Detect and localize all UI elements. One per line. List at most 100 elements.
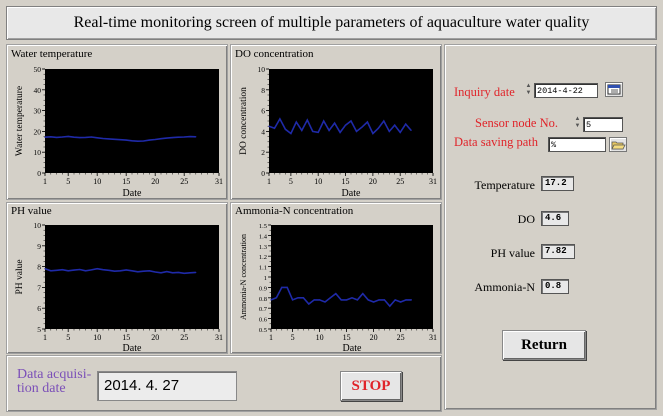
data-point [195, 271, 197, 274]
data-point [297, 297, 299, 299]
y-tick-label: 5 [37, 325, 41, 334]
x-tick-label: 15 [342, 177, 350, 186]
x-axis-label: Date [342, 188, 361, 199]
data-point [143, 140, 145, 142]
temperature-label: Temperature [474, 178, 535, 192]
ammonia-n-chart: Ammonia-N concentration 0.5 0.6 0.7 0.8 0.9 1 1… [235, 205, 437, 354]
chart-title: Ammonia-N concentration [235, 205, 354, 217]
data-point [102, 269, 104, 271]
y-axis-label: PH value [15, 259, 25, 294]
data-point [177, 271, 179, 274]
stop-button[interactable]: STOP [340, 371, 402, 401]
x-tick-label: 5 [291, 333, 295, 342]
data-point [108, 138, 110, 140]
chart-title: Water temperature [11, 48, 92, 60]
data-point [85, 270, 87, 272]
chart-panel-water-temperature: Water temperature 0 10 20 30 40 50 1 5 10 15 20 25 31… [6, 44, 228, 200]
data-point [44, 136, 46, 138]
temperature-value: 17.2 [541, 176, 574, 191]
data-point [275, 297, 277, 299]
data-point [286, 286, 288, 288]
data-point [306, 119, 308, 121]
y-axis-label: Ammonia-N concentration [239, 234, 248, 320]
data-point [367, 299, 369, 301]
y-tick-label: 1.2 [259, 254, 267, 261]
y-tick-label: 0.9 [259, 285, 267, 292]
data-point [195, 136, 197, 138]
data-point [356, 299, 358, 301]
x-tick-label: 20 [370, 333, 378, 342]
x-tick-label: 10 [93, 177, 101, 186]
x-tick-label: 1 [269, 333, 273, 342]
inquiry-date-label: Inquiry date [454, 85, 515, 99]
data-point [108, 269, 110, 271]
data-point [319, 299, 321, 301]
inquiry-date-input[interactable]: 2014-4-22 [534, 83, 598, 98]
data-point [284, 128, 286, 130]
data-point [323, 120, 325, 122]
data-point [377, 127, 379, 129]
y-tick-label: 20 [34, 127, 42, 136]
y-tick-label: 50 [34, 65, 42, 74]
return-button[interactable]: Return [502, 330, 586, 360]
data-point [302, 297, 304, 299]
inquiry-date-spinner[interactable]: ▲ ▼ [525, 83, 532, 96]
calendar-icon[interactable] [605, 82, 623, 97]
control-panel: Inquiry date ▲ ▼ 2014-4-22 Sensor node No… [444, 44, 657, 410]
x-tick-label: 25 [180, 177, 188, 186]
data-saving-path-input[interactable]: % [548, 137, 606, 152]
data-point [166, 137, 168, 139]
data-point [410, 129, 412, 131]
data-point [279, 118, 281, 120]
sensor-node-spinner[interactable]: ▲ ▼ [574, 116, 581, 129]
acquisition-date-label-line2: tion date [17, 381, 66, 396]
chart-title: DO concentration [235, 48, 314, 60]
data-point [268, 125, 270, 127]
data-point [329, 297, 331, 299]
x-tick-label: 31 [215, 333, 223, 342]
y-tick-label: 1.4 [259, 233, 268, 240]
data-point [67, 135, 69, 137]
stop-button-label: STOP [351, 377, 391, 394]
x-axis-label: Date [123, 343, 142, 354]
data-point [119, 139, 121, 141]
x-tick-label: 10 [314, 177, 322, 186]
x-tick-label: 5 [66, 177, 70, 186]
data-point [394, 299, 396, 301]
data-point [90, 136, 92, 138]
data-point [335, 293, 337, 295]
data-point [355, 130, 358, 132]
data-point [102, 137, 104, 140]
data-point [183, 272, 185, 274]
chart-panel-ammonia-n: Ammonia-N concentration 0.5 0.6 0.7 0.8 0.9 1 1… [230, 202, 442, 354]
y-tick-label: 0.8 [259, 296, 267, 303]
x-tick-label: 31 [429, 333, 437, 342]
acquisition-date-label-line1: Data acquisi- [17, 367, 92, 382]
data-point [166, 270, 168, 273]
acquisition-date-label: Data acquisi- tion date [17, 368, 91, 396]
data-point [361, 126, 363, 128]
y-tick-label: 8 [37, 263, 41, 272]
do-value: 4.6 [541, 211, 569, 226]
data-point [56, 136, 58, 139]
data-point [172, 137, 174, 139]
x-tick-label: 15 [343, 333, 351, 342]
folder-browse-icon[interactable] [609, 137, 627, 152]
x-tick-label: 1 [43, 177, 47, 186]
y-axis-label: DO concentration [239, 87, 249, 155]
data-point [373, 301, 375, 303]
data-point [143, 270, 145, 272]
data-point [85, 136, 87, 139]
data-point [183, 136, 185, 138]
data-point [273, 127, 276, 129]
y-tick-label: 9 [37, 242, 41, 251]
data-point [295, 121, 297, 123]
data-point [366, 121, 368, 123]
sensor-node-input[interactable]: 5 [583, 117, 623, 132]
data-point [131, 270, 133, 272]
data-point [301, 129, 303, 131]
plot-area [45, 69, 219, 173]
